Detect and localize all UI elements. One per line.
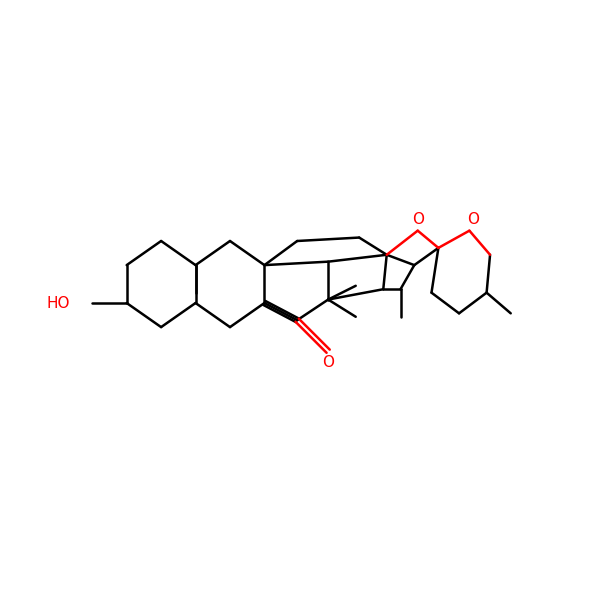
Text: O: O (322, 355, 334, 370)
Text: O: O (412, 212, 424, 227)
Text: O: O (467, 212, 479, 227)
Text: HO: HO (46, 295, 70, 311)
